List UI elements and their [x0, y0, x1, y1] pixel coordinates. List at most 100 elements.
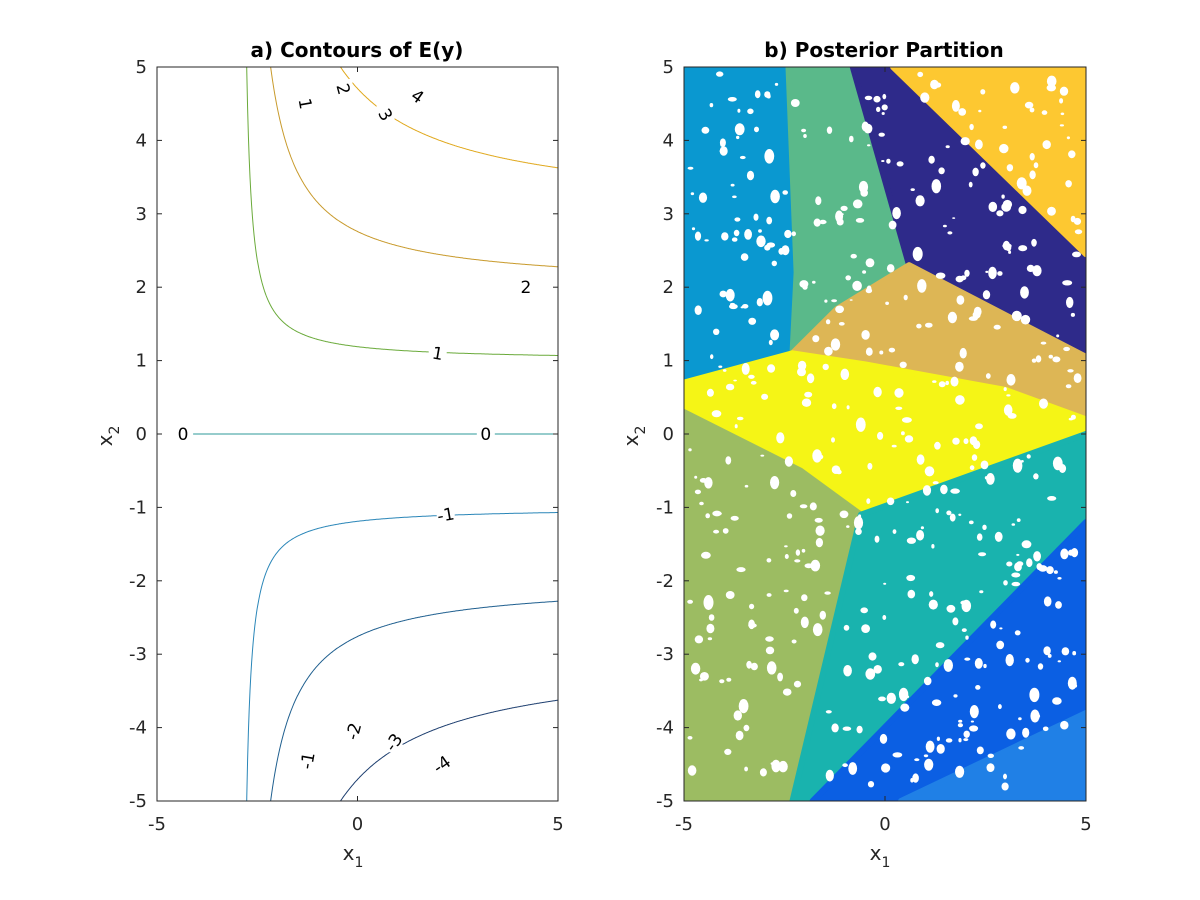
scatter-gap — [707, 637, 713, 641]
scatter-gap — [1066, 296, 1074, 309]
scatter-gap — [770, 329, 780, 341]
scatter-gap — [694, 475, 698, 479]
scatter-gap — [968, 316, 978, 321]
contour-label-bg — [384, 732, 403, 753]
scatter-gap — [1068, 417, 1074, 421]
scatter-gap — [975, 685, 981, 690]
scatter-gap — [865, 668, 876, 680]
scatter-gap — [687, 736, 693, 740]
scatter-gap — [812, 449, 822, 463]
scatter-gap — [819, 219, 827, 225]
scatter-gap — [784, 456, 794, 467]
scatter-gap — [1066, 136, 1070, 140]
y-tick-label: 1 — [136, 351, 147, 372]
scatter-gap — [699, 501, 704, 506]
contour-line — [419, 809, 559, 873]
scatter-gap — [739, 155, 746, 160]
scatter-gap — [949, 513, 956, 522]
scatter-gap — [899, 361, 907, 368]
scatter-gap — [701, 551, 711, 559]
scatter-gap — [719, 290, 727, 298]
scatter-gap — [1014, 562, 1022, 572]
scatter-gap — [1047, 206, 1056, 216]
contour-label-bg — [516, 277, 535, 298]
scatter-gap — [741, 363, 750, 375]
scatter-gap — [825, 710, 832, 714]
scatter-gap — [1070, 548, 1079, 558]
scatter-gap — [849, 299, 853, 301]
scatter-gap — [1065, 384, 1072, 389]
scatter-gap — [1074, 229, 1083, 235]
scatter-gap — [936, 736, 941, 741]
scatter-gap — [901, 417, 912, 423]
scatter-gap — [733, 379, 737, 382]
scatter-gap — [1046, 566, 1054, 575]
scatter-gap — [748, 317, 757, 325]
scatter-gap — [960, 275, 967, 281]
scatter-gap — [1055, 601, 1062, 609]
scatter-gap — [911, 654, 919, 665]
contour-label-bg — [174, 424, 193, 444]
scatter-gap — [716, 71, 724, 77]
scatter-gap — [922, 485, 932, 496]
y-tick-label: 3 — [136, 204, 147, 225]
scatter-gap — [935, 662, 939, 668]
scatter-gap — [996, 640, 1005, 650]
scatter-gap — [1033, 474, 1038, 479]
scatter-gap — [721, 232, 729, 241]
scatter-gap — [867, 144, 871, 147]
scatter-gap — [881, 763, 891, 773]
scatter-gap — [946, 604, 956, 613]
scatter-gap — [858, 180, 869, 194]
scatter-gap — [964, 269, 970, 277]
scatter-gap — [858, 514, 862, 518]
scatter-gap — [924, 758, 934, 771]
contour-label-bg — [334, 79, 353, 100]
contour-label: -1 — [436, 504, 456, 527]
scatter-gap — [976, 533, 983, 541]
scatter-gap — [1011, 581, 1021, 587]
scatter-gap — [799, 280, 809, 288]
scatter-gap — [784, 554, 789, 559]
scatter-gap — [982, 524, 987, 530]
y-tick-label: -4 — [656, 718, 674, 739]
scatter-gap — [1008, 250, 1012, 254]
scatter-gap — [1056, 334, 1060, 338]
x-tick-label: 0 — [352, 814, 363, 835]
scatter-gap — [740, 306, 744, 309]
scatter-gap — [907, 589, 916, 599]
scatter-gap — [917, 71, 924, 78]
scatter-gap — [891, 444, 897, 448]
scatter-gap — [793, 607, 799, 614]
scatter-gap — [770, 189, 780, 204]
panel-a: a) Contours of E(y) 4 3 2 1 2 1 0 0 -1 -1 -2 -3 -4 -… — [93, 38, 564, 873]
scatter-gap — [990, 620, 997, 629]
contour-label: 2 — [331, 81, 353, 97]
scatter-gap — [988, 266, 997, 280]
scatter-gap — [985, 373, 991, 379]
scatter-gap — [848, 762, 858, 775]
scatter-gap — [969, 705, 979, 719]
scatter-gap — [825, 319, 831, 325]
scatter-gap — [1018, 245, 1028, 252]
scatter-gap — [690, 192, 695, 196]
scatter-gap — [1011, 523, 1016, 526]
scatter-gap — [759, 768, 767, 777]
y-tick-label: 5 — [136, 57, 147, 78]
scatter-gap — [784, 229, 792, 239]
scatter-gap — [703, 595, 714, 610]
y-tick-label: -2 — [129, 571, 147, 592]
scatter-gap — [846, 525, 850, 528]
scatter-gap — [958, 719, 963, 723]
scatter-gap — [835, 305, 844, 314]
scatter-gap — [754, 126, 759, 133]
scatter-gap — [1011, 310, 1022, 322]
scatter-gap — [972, 167, 979, 177]
scatter-gap — [852, 199, 863, 209]
scatter-gap — [1006, 561, 1013, 567]
scatter-gap — [744, 766, 748, 772]
scatter-gap — [758, 229, 762, 233]
scatter-gap — [906, 574, 916, 582]
scatter-gap — [842, 763, 848, 768]
scatter-gap — [1026, 454, 1031, 459]
